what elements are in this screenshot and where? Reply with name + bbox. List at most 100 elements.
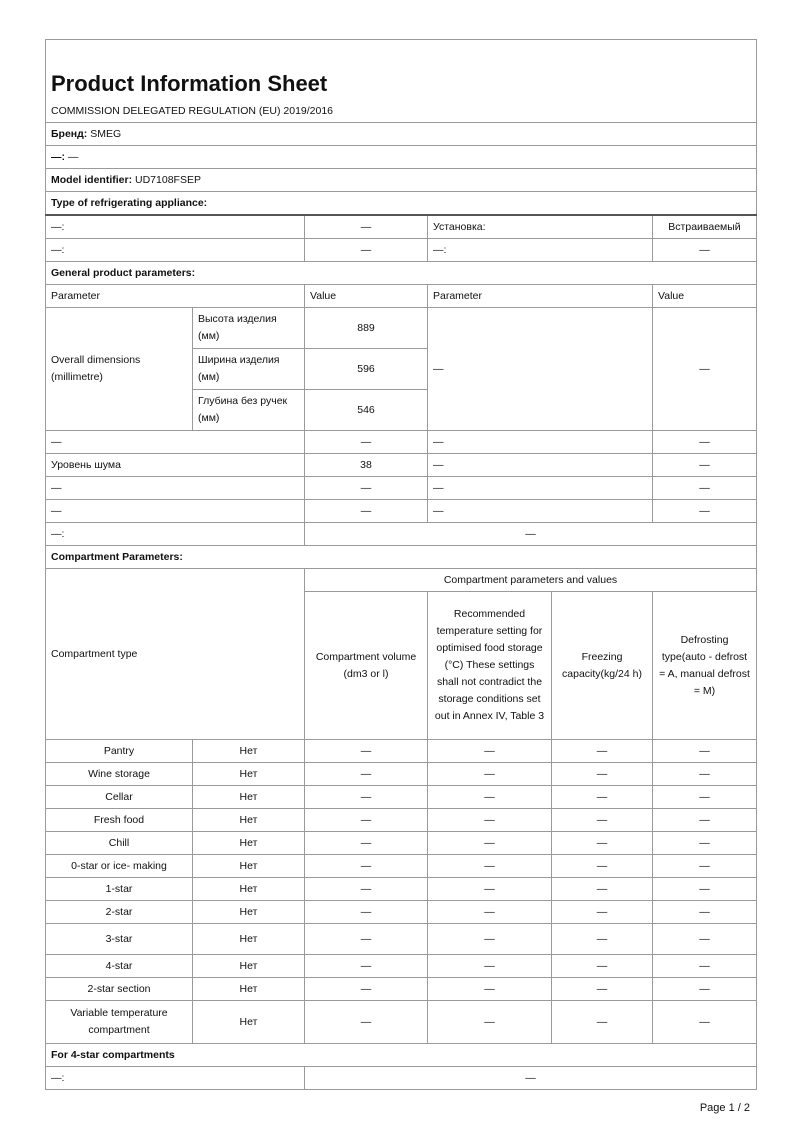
compartment-temp: — bbox=[427, 1000, 552, 1044]
brand-row: Бренд: SMEG bbox=[45, 122, 757, 146]
dimension-label: Ширина изделия (мм) bbox=[192, 348, 305, 390]
compartment-present: Нет bbox=[192, 762, 305, 786]
compartment-temp: — bbox=[427, 785, 552, 809]
param: —: bbox=[45, 238, 305, 262]
compartment-defrost: — bbox=[652, 923, 757, 955]
param: —: bbox=[45, 214, 305, 239]
compartment-present: Нет bbox=[192, 900, 305, 924]
compartment-freezing: — bbox=[551, 762, 653, 786]
compartment-temp: — bbox=[427, 739, 552, 763]
compartment-row: Pantry Нет — — — — bbox=[45, 739, 757, 763]
compartment-freezing: — bbox=[551, 900, 653, 924]
compartment-present: Нет bbox=[192, 854, 305, 878]
compartment-defrost: — bbox=[652, 877, 757, 901]
compartment-freezing: — bbox=[551, 785, 653, 809]
value: — bbox=[652, 453, 757, 477]
param: — bbox=[427, 453, 653, 477]
compartment-volume: — bbox=[304, 831, 428, 855]
compartment-defrost: — bbox=[652, 739, 757, 763]
compartment-name: 2-star bbox=[45, 900, 193, 924]
compartment-volume: — bbox=[304, 854, 428, 878]
compartment-defrost: — bbox=[652, 854, 757, 878]
compartment-row: Fresh food Нет — — — — bbox=[45, 808, 757, 832]
compartment-temp: — bbox=[427, 854, 552, 878]
regulation: COMMISSION DELEGATED REGULATION (EU) 201… bbox=[45, 100, 757, 123]
param: — bbox=[427, 307, 653, 431]
model-label: Model identifier: bbox=[51, 173, 133, 186]
compartment-name: Chill bbox=[45, 831, 193, 855]
compartment-defrost: — bbox=[652, 1000, 757, 1044]
header-value: Value bbox=[652, 284, 757, 308]
value: — bbox=[652, 307, 757, 431]
dimension-label: Глубина без ручек (мм) bbox=[192, 389, 305, 431]
defrost-header: Defrosting type(auto - defrost = A, manu… bbox=[652, 591, 757, 740]
page-number: Page 1 / 2 bbox=[699, 1102, 750, 1114]
compartment-freezing: — bbox=[551, 923, 653, 955]
compartment-freezing: — bbox=[551, 977, 653, 1001]
compartment-row: Variable temperature compartment Нет — — — — bbox=[45, 1000, 757, 1044]
compartment-freezing: — bbox=[551, 1000, 653, 1044]
compartment-volume: — bbox=[304, 762, 428, 786]
compartment-name: 2-star section bbox=[45, 977, 193, 1001]
brand-value: SMEG bbox=[90, 127, 122, 140]
compartment-temp: — bbox=[427, 954, 552, 978]
value: 38 bbox=[304, 453, 428, 477]
compartment-temp: — bbox=[427, 831, 552, 855]
value: — bbox=[304, 499, 428, 523]
compartment-freezing: — bbox=[551, 854, 653, 878]
compartment-freezing: — bbox=[551, 831, 653, 855]
compartment-row: 3-star Нет — — — — bbox=[45, 923, 757, 955]
compartment-volume: — bbox=[304, 739, 428, 763]
compartment-defrost: — bbox=[652, 900, 757, 924]
compartment-heading: Compartment Parameters: bbox=[45, 545, 757, 569]
general-row: — — — — bbox=[45, 430, 757, 454]
param: —: bbox=[45, 1066, 305, 1090]
compartment-temp: — bbox=[427, 808, 552, 832]
compartment-volume: — bbox=[304, 785, 428, 809]
model-value: UD7108FSEP bbox=[135, 173, 201, 186]
compartment-defrost: — bbox=[652, 831, 757, 855]
general-row: — — — — bbox=[45, 476, 757, 500]
param: Установка: bbox=[427, 214, 653, 239]
compartment-volume: — bbox=[304, 877, 428, 901]
compartment-freezing: — bbox=[551, 808, 653, 832]
model-row: Model identifier: UD7108FSEP bbox=[45, 168, 757, 192]
compartment-group-header: Compartment parameters and values bbox=[304, 568, 757, 592]
compartment-temp: — bbox=[427, 977, 552, 1001]
brand-label: Бренд: bbox=[51, 127, 88, 140]
value: — bbox=[304, 522, 757, 546]
value: — bbox=[652, 476, 757, 500]
product-information-sheet: Product Information Sheet COMMISSION DEL… bbox=[45, 39, 757, 1090]
compartment-volume: — bbox=[304, 977, 428, 1001]
param: —: bbox=[45, 522, 305, 546]
dash-label: —: bbox=[51, 150, 65, 163]
compartment-row: 4-star Нет — — — — bbox=[45, 954, 757, 978]
compartment-row: 2-star Нет — — — — bbox=[45, 900, 757, 924]
value: — bbox=[304, 476, 428, 500]
compartment-row: 1-star Нет — — — — bbox=[45, 877, 757, 901]
compartment-present: Нет bbox=[192, 1000, 305, 1044]
header-parameter: Parameter bbox=[45, 284, 305, 308]
compartment-row: Cellar Нет — — — — bbox=[45, 785, 757, 809]
dimension-value: 546 bbox=[304, 389, 428, 431]
compartment-volume: — bbox=[304, 923, 428, 955]
four-star-heading: For 4-star compartments bbox=[45, 1043, 757, 1067]
compartment-present: Нет bbox=[192, 977, 305, 1001]
volume-header: Compartment volume (dm3 or l) bbox=[304, 591, 428, 740]
dash-value: — bbox=[67, 150, 79, 163]
compartment-name: Pantry bbox=[45, 739, 193, 763]
dash-row: —: — bbox=[45, 145, 757, 169]
compartment-present: Нет bbox=[192, 954, 305, 978]
compartment-name: 1-star bbox=[45, 877, 193, 901]
param: — bbox=[45, 476, 305, 500]
compartment-temp: — bbox=[427, 762, 552, 786]
param: —: bbox=[427, 238, 653, 262]
value: Встраиваемый bbox=[652, 214, 757, 239]
compartment-row: Wine storage Нет — — — — bbox=[45, 762, 757, 786]
header-parameter: Parameter bbox=[427, 284, 653, 308]
compartment-row: 2-star section Нет — — — — bbox=[45, 977, 757, 1001]
compartment-row: 0-star or ice- making Нет — — — — bbox=[45, 854, 757, 878]
compartment-name: Variable temperature compartment bbox=[45, 1000, 193, 1044]
param: — bbox=[45, 499, 305, 523]
freezing-header: Freezing capacity(kg/24 h) bbox=[551, 591, 653, 740]
